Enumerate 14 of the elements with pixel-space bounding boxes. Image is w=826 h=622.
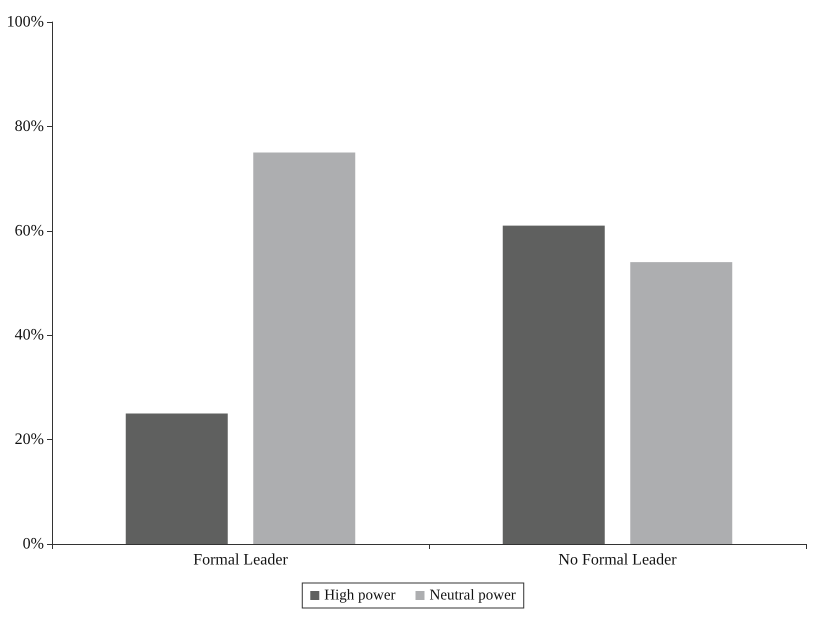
- y-tick-label: 0%: [22, 536, 44, 552]
- y-tick-label: 40%: [14, 326, 44, 344]
- y-tick-label: 80%: [14, 118, 44, 135]
- y-tick-label: 100%: [6, 14, 44, 30]
- x-tick-label: Formal Leader: [193, 552, 288, 568]
- legend-label: High power: [324, 588, 396, 604]
- bar: [253, 152, 356, 544]
- x-tick-label: No Formal Leader: [558, 552, 678, 568]
- y-tick-label: 20%: [14, 431, 44, 448]
- legend-label: Neutral power: [430, 588, 516, 604]
- y-tick-label: 60%: [14, 222, 44, 240]
- bar: [126, 414, 228, 544]
- bar: [630, 262, 732, 544]
- bar: [502, 226, 605, 544]
